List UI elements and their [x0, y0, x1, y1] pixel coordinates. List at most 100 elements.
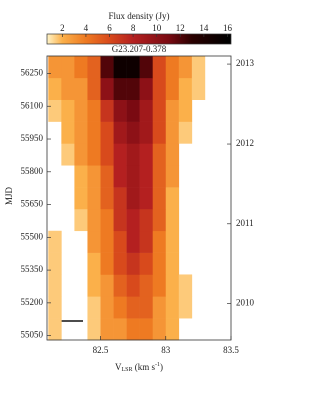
- heatmap-cell: [140, 274, 153, 296]
- heatmap-cell: [74, 100, 87, 122]
- x-label-sub: LSR: [121, 367, 132, 373]
- heatmap-cell: [114, 296, 127, 318]
- heatmap-cell: [140, 56, 153, 78]
- heatmap-cell: [48, 100, 61, 122]
- heatmap-cell: [153, 318, 166, 340]
- heatmap-cell: [101, 318, 114, 340]
- heatmap-cell: [74, 78, 87, 100]
- heatmap-cell: [179, 122, 192, 144]
- y-tick-label: 55950: [21, 133, 44, 143]
- heatmap-cell: [153, 122, 166, 144]
- heatmap-cell: [153, 253, 166, 275]
- y-tick-label: 55650: [21, 199, 44, 209]
- heatmap-cell: [140, 78, 153, 100]
- x-label-part: ): [160, 362, 163, 372]
- heatmap-cell: [179, 274, 192, 296]
- heatmap-cell: [140, 296, 153, 318]
- heatmap-cell: [140, 318, 153, 340]
- heatmap-cell: [153, 78, 166, 100]
- heatmap-cell: [114, 187, 127, 209]
- heatmap-cell: [87, 209, 100, 231]
- heatmap-cell: [48, 274, 61, 296]
- y-tick-label: 55200: [21, 297, 44, 307]
- heatmap-cell: [74, 143, 87, 165]
- heatmap-cell: [114, 56, 127, 78]
- heatmap-cell: [87, 100, 100, 122]
- chart: Flux density (Jy) G23.207-0.378 MJD VLSR…: [0, 0, 277, 395]
- y-tick-label: 56100: [21, 100, 44, 110]
- heatmap-cell: [48, 231, 61, 253]
- heatmap-cell: [153, 143, 166, 165]
- heatmap-cell: [101, 274, 114, 296]
- colorbar-tick-label: 6: [107, 23, 112, 33]
- heatmap: [48, 56, 205, 340]
- y-tick-label: 55500: [21, 231, 44, 241]
- heatmap-cell: [140, 209, 153, 231]
- heatmap-cell: [61, 143, 74, 165]
- heatmap-cell: [140, 253, 153, 275]
- heatmap-cell: [153, 187, 166, 209]
- heatmap-cell: [61, 122, 74, 144]
- heatmap-cell: [153, 296, 166, 318]
- heatmap-cell: [74, 122, 87, 144]
- heatmap-cell: [87, 318, 100, 340]
- heatmap-cell: [101, 122, 114, 144]
- heatmap-cell: [127, 253, 140, 275]
- heatmap-cell: [153, 165, 166, 187]
- colorbar-tick-label: 10: [152, 23, 162, 33]
- heatmap-cell: [179, 56, 192, 78]
- heatmap-cell: [127, 78, 140, 100]
- heatmap-cell: [127, 231, 140, 253]
- y2-tick-label: 2010: [236, 298, 255, 308]
- x-label-part: (km s: [133, 362, 156, 372]
- heatmap-cell: [101, 165, 114, 187]
- heatmap-cell: [140, 100, 153, 122]
- heatmap-cell: [101, 143, 114, 165]
- y-axis-label: MJD: [4, 187, 14, 206]
- heatmap-cell: [127, 209, 140, 231]
- colorbar-tick-label: 4: [84, 23, 89, 33]
- heatmap-cell: [153, 209, 166, 231]
- heatmap-cell: [114, 253, 127, 275]
- y2-tick-label: 2012: [236, 138, 254, 148]
- heatmap-cell: [61, 100, 74, 122]
- heatmap-cell: [74, 56, 87, 78]
- heatmap-cell: [127, 274, 140, 296]
- heatmap-cell: [101, 56, 114, 78]
- heatmap-cell: [192, 78, 205, 100]
- y2-tick-label: 2011: [236, 218, 254, 228]
- heatmap-cell: [153, 274, 166, 296]
- heatmap-cell: [114, 231, 127, 253]
- heatmap-cell: [166, 318, 179, 340]
- heatmap-cell: [101, 231, 114, 253]
- heatmap-cell: [48, 253, 61, 275]
- heatmap-cell: [61, 78, 74, 100]
- heatmap-cell: [87, 231, 100, 253]
- heatmap-cell: [114, 318, 127, 340]
- colorbar-tick-label: 8: [131, 23, 136, 33]
- x-tick-label: 83.5: [223, 345, 239, 355]
- heatmap-cell: [127, 296, 140, 318]
- heatmap-cell: [140, 122, 153, 144]
- heatmap-cell: [114, 274, 127, 296]
- x-axis-label: VLSR (km s-1): [115, 362, 163, 373]
- heatmap-cell: [101, 78, 114, 100]
- heatmap-cell: [153, 100, 166, 122]
- heatmap-cell: [48, 318, 61, 340]
- heatmap-cell: [140, 231, 153, 253]
- heatmap-cell: [48, 78, 61, 100]
- heatmap-cell: [166, 78, 179, 100]
- heatmap-cell: [166, 231, 179, 253]
- heatmap-cell: [179, 100, 192, 122]
- heatmap-cell: [48, 56, 61, 78]
- heatmap-cell: [127, 56, 140, 78]
- heatmap-cell: [114, 143, 127, 165]
- heatmap-cell: [153, 231, 166, 253]
- heatmap-cell: [87, 187, 100, 209]
- heatmap-cell: [101, 209, 114, 231]
- heatmap-cell: [61, 56, 74, 78]
- heatmap-cell: [87, 296, 100, 318]
- heatmap-cell: [166, 165, 179, 187]
- heatmap-cell: [114, 122, 127, 144]
- heatmap-cell: [127, 165, 140, 187]
